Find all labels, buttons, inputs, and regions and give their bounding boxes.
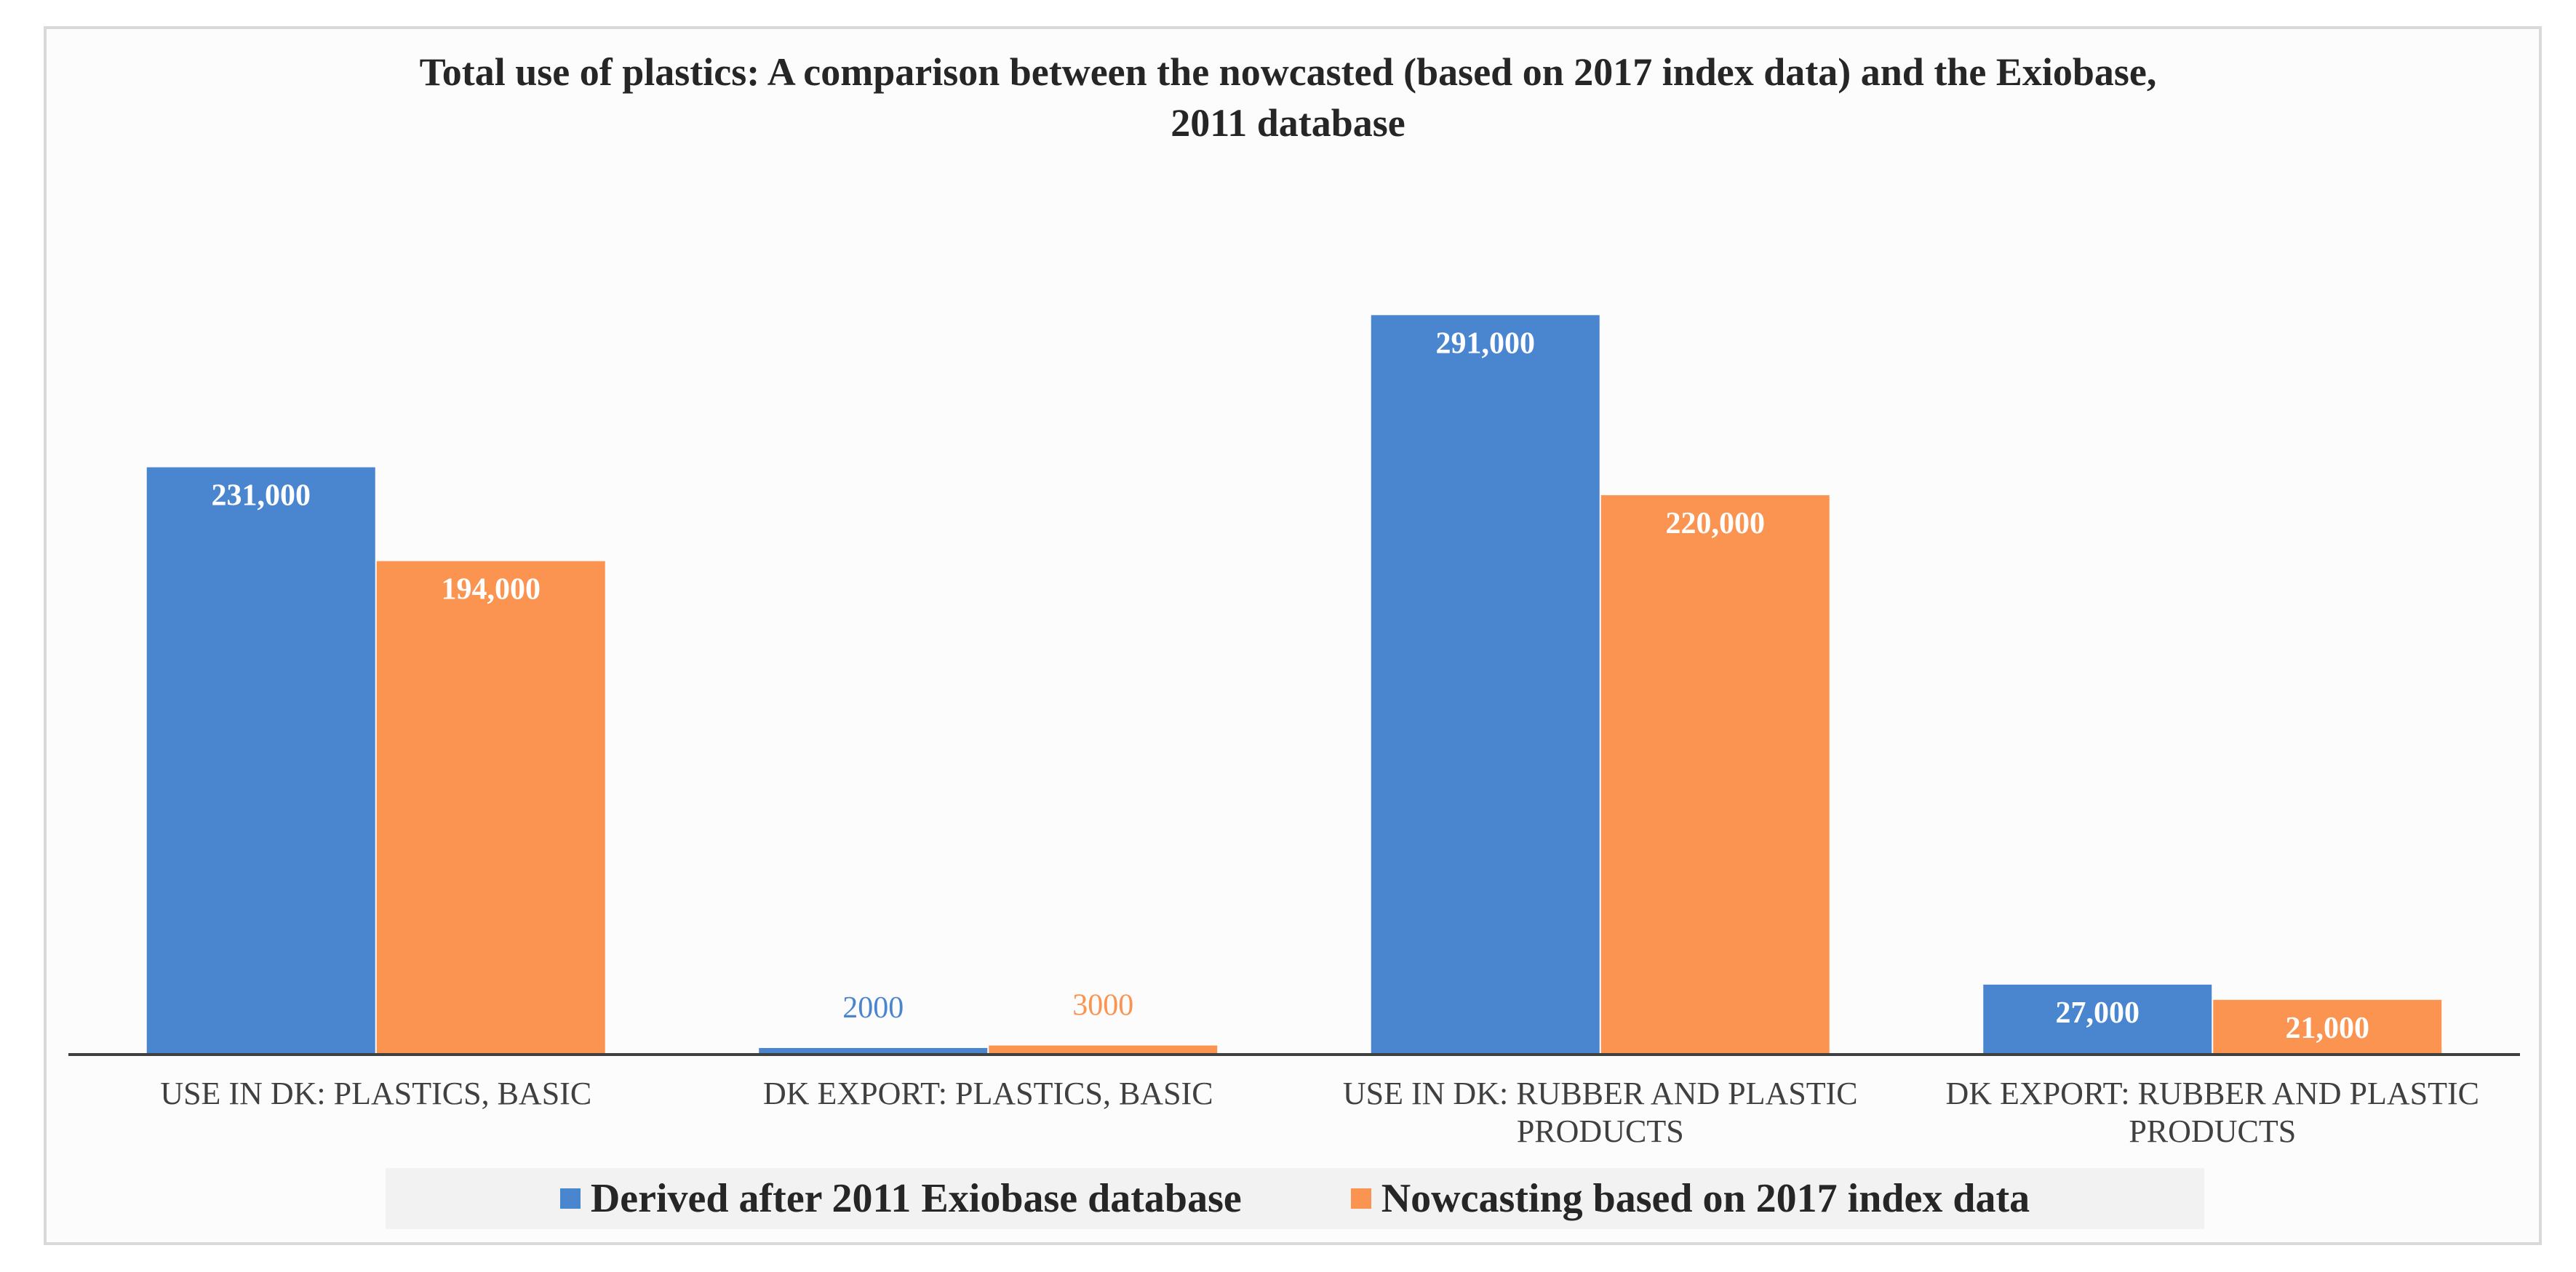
legend-label-series-2: Nowcasting based on 2017 index data <box>1381 1176 2030 1221</box>
legend-item-series-2: Nowcasting based on 2017 index data <box>1350 1175 2030 1222</box>
data-label-series-1-cat-3: 291,000 <box>1436 327 1536 360</box>
bar-series-1-cat-4 <box>1983 984 2212 1053</box>
data-label-series-2-cat-2: 3000 <box>1072 989 1133 1023</box>
chart-title-line-1: Total use of plastics: A comparison betw… <box>419 50 2157 94</box>
chart-title-line-2: 2011 database <box>1171 101 1405 145</box>
bar-series-2-cat-4 <box>2213 999 2442 1053</box>
chart-title: Total use of plastics: A comparison betw… <box>0 47 2576 148</box>
data-label-series-2-cat-3: 220,000 <box>1666 507 1766 540</box>
category-label-4-line-1: DK EXPORT: RUBBER AND PLASTIC <box>1946 1076 2479 1111</box>
legend-swatch-series-2 <box>1350 1188 1371 1209</box>
category-label-2-line-1: DK EXPORT: PLASTICS, BASIC <box>763 1076 1213 1111</box>
bar-series-1-cat-3 <box>1371 315 1600 1053</box>
bar-series-1-cat-2 <box>759 1048 988 1053</box>
bar-series-2-cat-2 <box>989 1045 1218 1053</box>
chart-legend: Derived after 2011 Exiobase database Now… <box>386 1168 2204 1229</box>
bar-series-2-cat-1 <box>376 561 605 1053</box>
data-label-series-2-cat-1: 194,000 <box>442 573 541 607</box>
category-label-4-line-2: PRODUCTS <box>2129 1113 2296 1149</box>
data-label-series-1-cat-2: 2000 <box>842 991 904 1025</box>
bar-series-2-cat-3 <box>1600 495 1830 1053</box>
legend-label-series-1: Derived after 2011 Exiobase database <box>590 1176 1242 1221</box>
bar-series-1-cat-1 <box>146 467 375 1053</box>
category-label-1-line-1: USE IN DK: PLASTICS, BASIC <box>160 1076 591 1111</box>
category-label-3-line-2: PRODUCTS <box>1517 1113 1684 1149</box>
data-label-series-1-cat-4: 27,000 <box>2056 996 2140 1030</box>
data-label-series-2-cat-4: 21,000 <box>2286 1012 2370 1045</box>
legend-item-series-1: Derived after 2011 Exiobase database <box>559 1175 1242 1222</box>
legend-swatch-series-1 <box>559 1188 581 1209</box>
category-label-3-line-1: USE IN DK: RUBBER AND PLASTIC <box>1343 1076 1858 1111</box>
data-label-series-1-cat-1: 231,000 <box>212 479 311 513</box>
